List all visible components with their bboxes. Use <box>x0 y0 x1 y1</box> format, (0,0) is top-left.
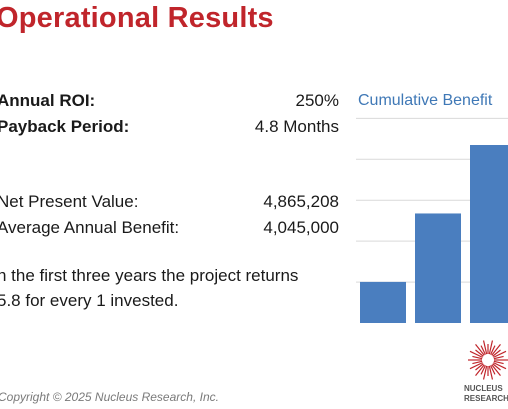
net-present-value-label: Net Present Value: <box>0 192 139 211</box>
chart-canvas <box>356 117 508 323</box>
return-statement-line-2: 5.8 for every 1 invested. <box>0 291 179 310</box>
logo-ray <box>475 343 485 356</box>
starburst-icon <box>468 340 508 380</box>
payback-period-label: Payback Period: <box>0 117 130 136</box>
logo-ray <box>469 362 483 370</box>
logo-ray <box>493 362 507 370</box>
logo-ray <box>490 345 496 355</box>
logo-ray <box>490 365 496 375</box>
chart-bar <box>415 213 461 323</box>
logo-ray <box>488 365 494 380</box>
page-title: Operational Results <box>0 2 274 34</box>
logo-text-line-2: RESEARCH <box>464 394 508 403</box>
logo-ray <box>493 360 504 365</box>
chart-title: Cumulative Benefit <box>358 92 493 109</box>
logo-ray <box>491 364 501 377</box>
logo-ray <box>492 363 501 371</box>
logo-ray <box>488 340 494 355</box>
logo-ray <box>480 365 486 375</box>
logo-ray <box>482 340 488 355</box>
return-statement-line-1: n the first three years the project retu… <box>0 266 299 285</box>
logo-ray <box>482 365 488 380</box>
logo-ray <box>493 350 507 358</box>
annual-roi-label: Annual ROI: <box>0 91 96 110</box>
logo-ray <box>469 350 483 358</box>
chart-bar <box>470 145 508 323</box>
logo-ray <box>475 349 484 357</box>
annual-roi-value: 250% <box>295 91 339 110</box>
logo-ray <box>491 343 501 356</box>
payback-period-value: 4.8 Months <box>254 117 339 136</box>
chart-bar <box>360 281 406 323</box>
logo-text-line-1: NUCLEUS <box>464 384 503 393</box>
logo-ray <box>493 355 504 360</box>
logo-ray <box>475 364 485 377</box>
logo-ray <box>480 345 486 355</box>
logo-ray <box>472 360 483 365</box>
cumulative-benefit-chart <box>356 112 508 327</box>
average-annual-benefit-value: 4,045,000 <box>263 218 339 237</box>
nucleus-research-logo: NUCLEUS RESEARCH <box>464 338 508 409</box>
copyright-footer: Copyright © 2025 Nucleus Research, Inc. <box>0 390 219 404</box>
logo-ray <box>475 363 484 371</box>
logo-ray <box>472 355 483 360</box>
logo-ray <box>492 349 501 357</box>
net-present-value-value: 4,865,208 <box>263 192 339 211</box>
average-annual-benefit-label: Average Annual Benefit: <box>0 218 180 237</box>
